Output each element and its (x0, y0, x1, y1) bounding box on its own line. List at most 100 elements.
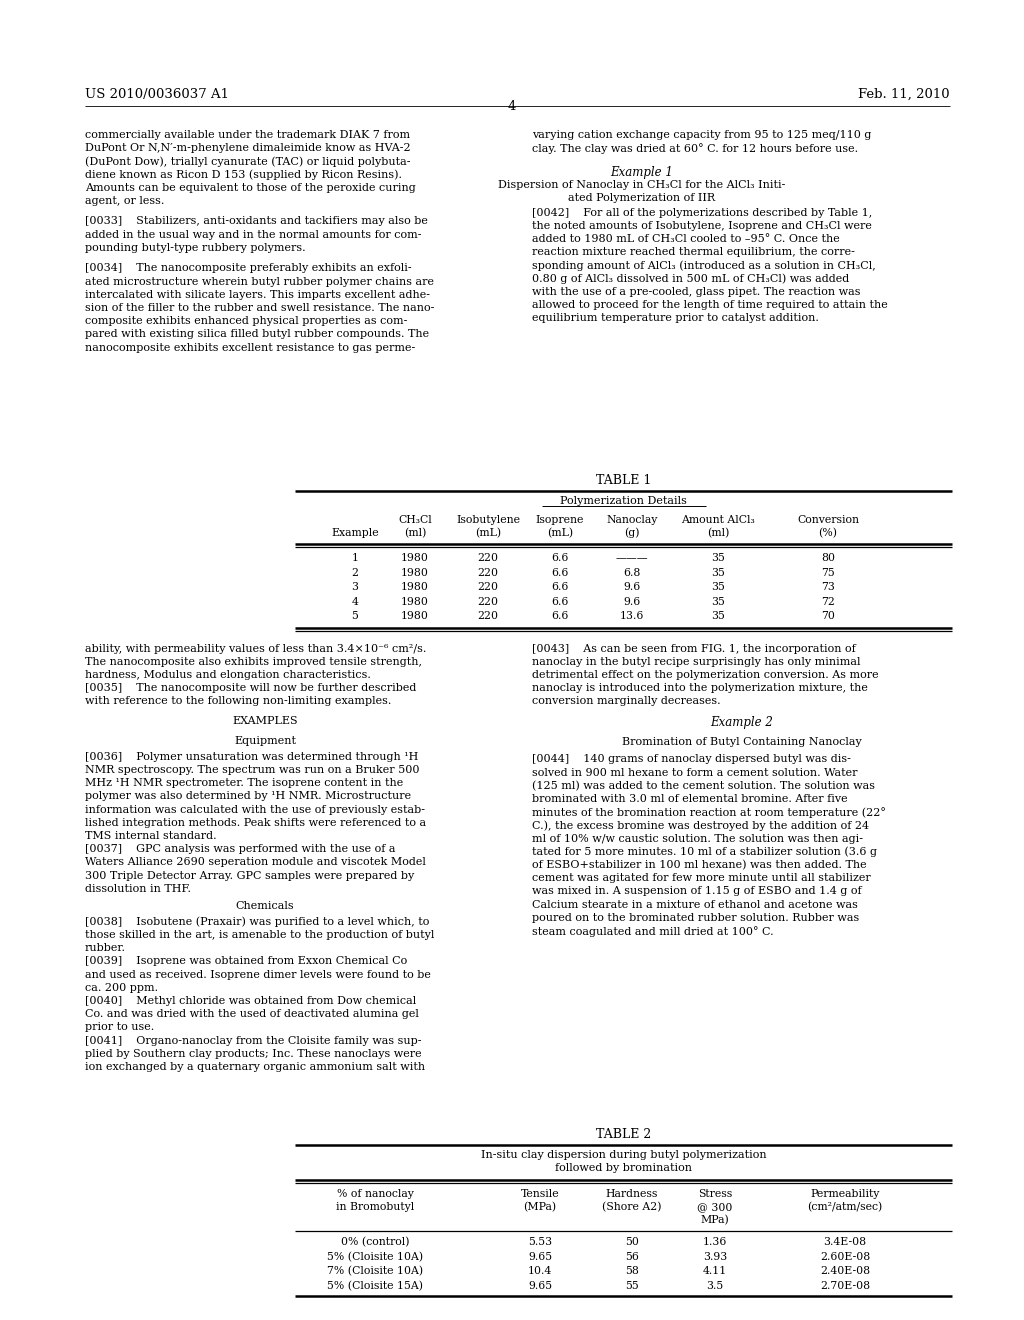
Text: 0% (control): 0% (control) (341, 1237, 410, 1247)
Text: 58: 58 (625, 1266, 639, 1276)
Text: poured on to the brominated rubber solution. Rubber was: poured on to the brominated rubber solut… (532, 913, 859, 923)
Text: ability, with permeability values of less than 3.4×10⁻⁶ cm²/s.: ability, with permeability values of les… (85, 644, 426, 653)
Text: Hardness: Hardness (606, 1188, 658, 1199)
Text: dissolution in THF.: dissolution in THF. (85, 884, 191, 894)
Text: 9.65: 9.65 (528, 1280, 552, 1291)
Text: 5% (Cloisite 10A): 5% (Cloisite 10A) (327, 1251, 423, 1262)
Text: @ 300: @ 300 (697, 1201, 733, 1212)
Text: Dispersion of Nanoclay in CH₃Cl for the AlCl₃ Initi-: Dispersion of Nanoclay in CH₃Cl for the … (499, 180, 785, 190)
Text: was mixed in. A suspension of 1.15 g of ESBO and 1.4 g of: was mixed in. A suspension of 1.15 g of … (532, 887, 861, 896)
Text: ated microstructure wherein butyl rubber polymer chains are: ated microstructure wherein butyl rubber… (85, 276, 434, 286)
Text: TABLE 1: TABLE 1 (596, 474, 651, 487)
Text: 35: 35 (711, 568, 725, 578)
Text: diene known as Ricon D 153 (supplied by Ricon Resins).: diene known as Ricon D 153 (supplied by … (85, 169, 402, 180)
Text: nanoclay in the butyl recipe surprisingly has only minimal: nanoclay in the butyl recipe surprisingl… (532, 657, 860, 667)
Text: 3.4E-08: 3.4E-08 (823, 1237, 866, 1247)
Text: Stress: Stress (698, 1188, 732, 1199)
Text: the noted amounts of Isobutylene, Isoprene and CH₃Cl were: the noted amounts of Isobutylene, Isopre… (532, 220, 871, 231)
Text: ———: ——— (615, 553, 648, 564)
Text: 4: 4 (508, 100, 516, 114)
Text: steam coagulated and mill dried at 100° C.: steam coagulated and mill dried at 100° … (532, 927, 773, 937)
Text: 5.53: 5.53 (528, 1237, 552, 1247)
Text: clay. The clay was dried at 60° C. for 12 hours before use.: clay. The clay was dried at 60° C. for 1… (532, 143, 858, 154)
Text: 220: 220 (477, 568, 499, 578)
Text: 6.6: 6.6 (551, 597, 568, 607)
Text: 4: 4 (351, 597, 358, 607)
Text: [0044]    140 grams of nanoclay dispersed butyl was dis-: [0044] 140 grams of nanoclay dispersed b… (532, 755, 851, 764)
Text: 35: 35 (711, 582, 725, 593)
Text: The nanocomposite also exhibits improved tensile strength,: The nanocomposite also exhibits improved… (85, 657, 422, 667)
Text: 6.8: 6.8 (624, 568, 641, 578)
Text: 2.60E-08: 2.60E-08 (820, 1251, 870, 1262)
Text: Conversion: Conversion (797, 515, 859, 524)
Text: TMS internal standard.: TMS internal standard. (85, 832, 217, 841)
Text: 73: 73 (821, 582, 835, 593)
Text: [0038]    Isobutene (Praxair) was purified to a level which, to: [0038] Isobutene (Praxair) was purified … (85, 917, 429, 928)
Text: reaction mixture reached thermal equilibrium, the corre-: reaction mixture reached thermal equilib… (532, 247, 855, 257)
Text: (ml): (ml) (707, 528, 729, 539)
Text: [0039]    Isoprene was obtained from Exxon Chemical Co: [0039] Isoprene was obtained from Exxon … (85, 957, 408, 966)
Text: 6.6: 6.6 (551, 611, 568, 620)
Text: 220: 220 (477, 582, 499, 593)
Text: 3.93: 3.93 (702, 1251, 727, 1262)
Text: 4.11: 4.11 (702, 1266, 727, 1276)
Text: [0041]    Organo-nanoclay from the Cloisite family was sup-: [0041] Organo-nanoclay from the Cloisite… (85, 1036, 422, 1045)
Text: 2.70E-08: 2.70E-08 (820, 1280, 870, 1291)
Text: MPa): MPa) (700, 1214, 729, 1225)
Text: Waters Alliance 2690 seperation module and viscotek Model: Waters Alliance 2690 seperation module a… (85, 858, 426, 867)
Text: plied by Southern clay products; Inc. These nanoclays were: plied by Southern clay products; Inc. Th… (85, 1049, 422, 1059)
Text: 50: 50 (625, 1237, 639, 1247)
Text: Polymerization Details: Polymerization Details (560, 496, 687, 506)
Text: Example: Example (331, 528, 379, 537)
Text: 80: 80 (821, 553, 835, 564)
Text: lished integration methods. Peak shifts were referenced to a: lished integration methods. Peak shifts … (85, 818, 426, 828)
Text: [0034]    The nanocomposite preferably exhibits an exfoli-: [0034] The nanocomposite preferably exhi… (85, 263, 412, 273)
Text: NMR spectroscopy. The spectrum was run on a Bruker 500: NMR spectroscopy. The spectrum was run o… (85, 766, 420, 775)
Text: varying cation exchange capacity from 95 to 125 meq/110 g: varying cation exchange capacity from 95… (532, 129, 871, 140)
Text: 10.4: 10.4 (528, 1266, 552, 1276)
Text: ml of 10% w/w caustic solution. The solution was then agi-: ml of 10% w/w caustic solution. The solu… (532, 834, 863, 843)
Text: 70: 70 (821, 611, 835, 620)
Text: composite exhibits enhanced physical properties as com-: composite exhibits enhanced physical pro… (85, 315, 408, 326)
Text: allowed to proceed for the length of time required to attain the: allowed to proceed for the length of tim… (532, 300, 888, 310)
Text: (%): (%) (818, 528, 838, 539)
Text: with the use of a pre-cooled, glass pipet. The reaction was: with the use of a pre-cooled, glass pipe… (532, 286, 860, 297)
Text: 6.6: 6.6 (551, 553, 568, 564)
Text: 9.6: 9.6 (624, 597, 641, 607)
Text: [0040]    Methyl chloride was obtained from Dow chemical: [0040] Methyl chloride was obtained from… (85, 997, 416, 1006)
Text: detrimental effect on the polymerization conversion. As more: detrimental effect on the polymerization… (532, 671, 879, 680)
Text: 72: 72 (821, 597, 835, 607)
Text: nanoclay is introduced into the polymerization mixture, the: nanoclay is introduced into the polymeri… (532, 684, 868, 693)
Text: C.), the excess bromine was destroyed by the addition of 24: C.), the excess bromine was destroyed by… (532, 821, 869, 832)
Text: [0037]    GPC analysis was performed with the use of a: [0037] GPC analysis was performed with t… (85, 845, 395, 854)
Text: (mL): (mL) (547, 528, 573, 539)
Text: followed by bromination: followed by bromination (555, 1163, 692, 1173)
Text: 5% (Cloisite 15A): 5% (Cloisite 15A) (327, 1280, 423, 1291)
Text: 0.80 g of AlCl₃ dissolved in 500 mL of CH₃Cl) was added: 0.80 g of AlCl₃ dissolved in 500 mL of C… (532, 273, 849, 284)
Text: added to 1980 mL of CH₃Cl cooled to –95° C. Once the: added to 1980 mL of CH₃Cl cooled to –95°… (532, 234, 840, 244)
Text: In-situ clay dispersion during butyl polymerization: In-situ clay dispersion during butyl pol… (480, 1150, 766, 1160)
Text: Isoprene: Isoprene (536, 515, 584, 524)
Text: solved in 900 ml hexane to form a cement solution. Water: solved in 900 ml hexane to form a cement… (532, 768, 857, 777)
Text: 2: 2 (351, 568, 358, 578)
Text: (DuPont Dow), triallyl cyanurate (TAC) or liquid polybuta-: (DuPont Dow), triallyl cyanurate (TAC) o… (85, 156, 411, 166)
Text: Example 2: Example 2 (711, 717, 773, 729)
Text: tated for 5 more minutes. 10 ml of a stabilizer solution (3.6 g: tated for 5 more minutes. 10 ml of a sta… (532, 847, 877, 858)
Text: ion exchanged by a quaternary organic ammonium salt with: ion exchanged by a quaternary organic am… (85, 1063, 425, 1072)
Text: Isobutylene: Isobutylene (456, 515, 520, 524)
Text: sponding amount of AlCl₃ (introduced as a solution in CH₃Cl,: sponding amount of AlCl₃ (introduced as … (532, 260, 876, 271)
Text: 6.6: 6.6 (551, 582, 568, 593)
Text: 35: 35 (711, 597, 725, 607)
Text: sion of the filler to the rubber and swell resistance. The nano-: sion of the filler to the rubber and swe… (85, 302, 434, 313)
Text: CH₃Cl: CH₃Cl (398, 515, 432, 524)
Text: Permeability: Permeability (810, 1188, 880, 1199)
Text: information was calculated with the use of previously estab-: information was calculated with the use … (85, 805, 425, 814)
Text: (MPa): (MPa) (523, 1201, 557, 1212)
Text: pounding butyl-type rubbery polymers.: pounding butyl-type rubbery polymers. (85, 243, 305, 253)
Text: and used as received. Isoprene dimer levels were found to be: and used as received. Isoprene dimer lev… (85, 970, 431, 979)
Text: 1.36: 1.36 (702, 1237, 727, 1247)
Text: US 2010/0036037 A1: US 2010/0036037 A1 (85, 88, 229, 102)
Text: 220: 220 (477, 611, 499, 620)
Text: (cm²/atm/sec): (cm²/atm/sec) (807, 1201, 883, 1212)
Text: ca. 200 ppm.: ca. 200 ppm. (85, 983, 158, 993)
